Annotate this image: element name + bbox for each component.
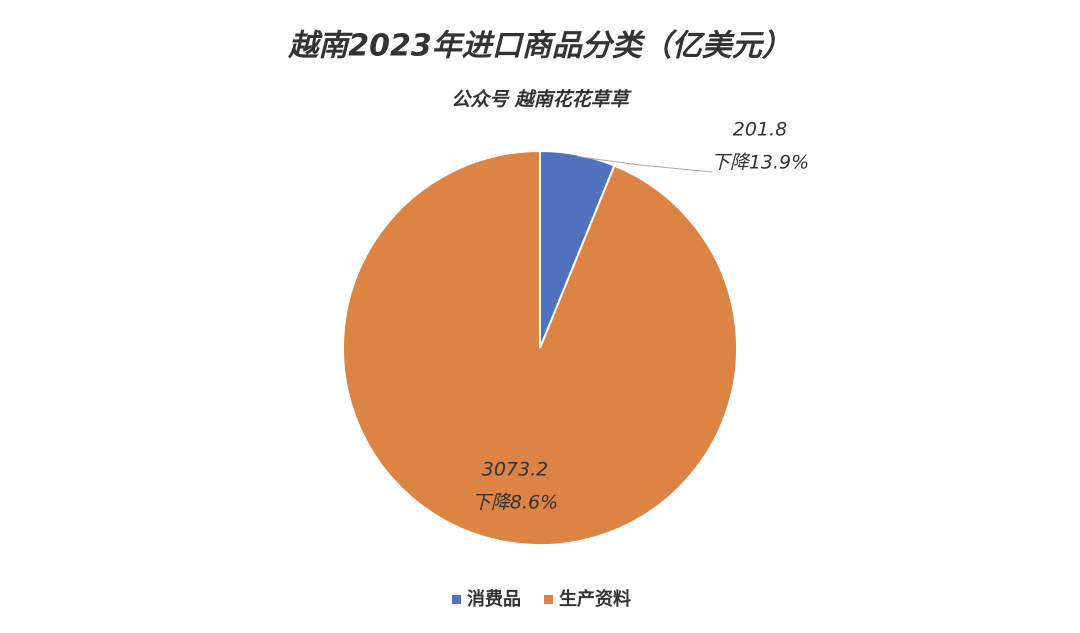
leader-line [577, 156, 713, 173]
chart-subtitle: 公众号 越南花花草草 [451, 89, 632, 111]
data-label: 3073.2 [482, 459, 548, 481]
change-label: 下降8.6% [472, 492, 558, 514]
legend-swatch [452, 595, 461, 604]
legend-label: 消费品 [467, 588, 521, 610]
change-label: 下降13.9% [711, 152, 809, 174]
legend-label: 生产资料 [559, 588, 631, 610]
pie-slice [342, 149, 738, 546]
legend-swatch [544, 595, 553, 604]
chart-title: 越南2023年进口商品分类（亿美元） [287, 29, 792, 64]
data-label: 201.8 [733, 119, 787, 141]
